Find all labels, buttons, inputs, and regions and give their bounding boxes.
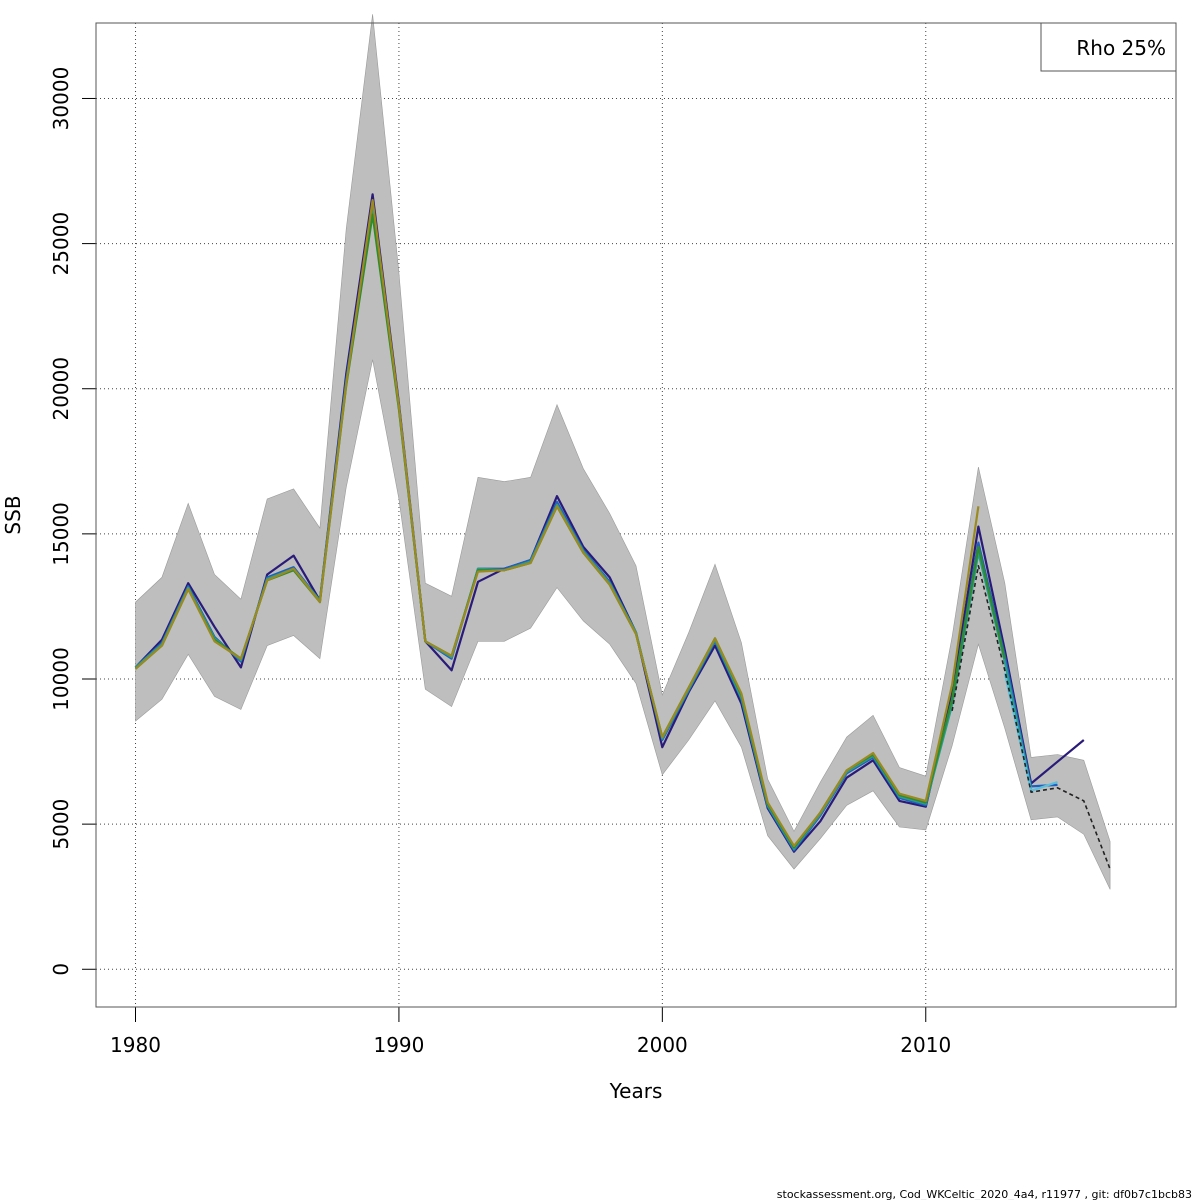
axes-layer: 1980 1990 2000 2010 0 5000 10000 15000 20000 2500…: [49, 67, 951, 1057]
x-tick-label: 2010: [900, 1033, 951, 1057]
series-line-5: [134, 199, 980, 848]
y-tick-label: 30000: [49, 67, 73, 131]
grid-lines: [96, 23, 1176, 1007]
legend-frame: [1040, 22, 1177, 72]
y-tick-label: 15000: [49, 502, 73, 566]
series-line-7: [951, 564, 1111, 870]
y-axis-title: SSB: [1, 495, 25, 534]
plot-frame: [95, 22, 1177, 1008]
y-tick-label: 25000: [49, 212, 73, 276]
footer-caption: stockassessment.org, Cod_WKCeltic_2020_4…: [777, 1188, 1192, 1200]
confidence-band: [135, 14, 1111, 890]
series-line-1: [134, 193, 1085, 853]
x-tick-label: 2000: [637, 1033, 688, 1057]
y-tick-label: 5000: [49, 799, 73, 850]
x-tick-label: 1990: [373, 1033, 424, 1057]
legend-entry: Rho 25%: [1076, 36, 1166, 60]
y-tick-label: 20000: [49, 357, 73, 421]
legend-box: Rho 25%: [1040, 22, 1177, 72]
x-tick-label: 1980: [110, 1033, 161, 1057]
x-axis-title: Years: [609, 1079, 663, 1103]
confidence-band-layer: [135, 14, 1111, 890]
y-tick-label: 0: [49, 963, 73, 976]
series-layer: [134, 193, 1111, 870]
y-tick-label: 10000: [49, 647, 73, 711]
